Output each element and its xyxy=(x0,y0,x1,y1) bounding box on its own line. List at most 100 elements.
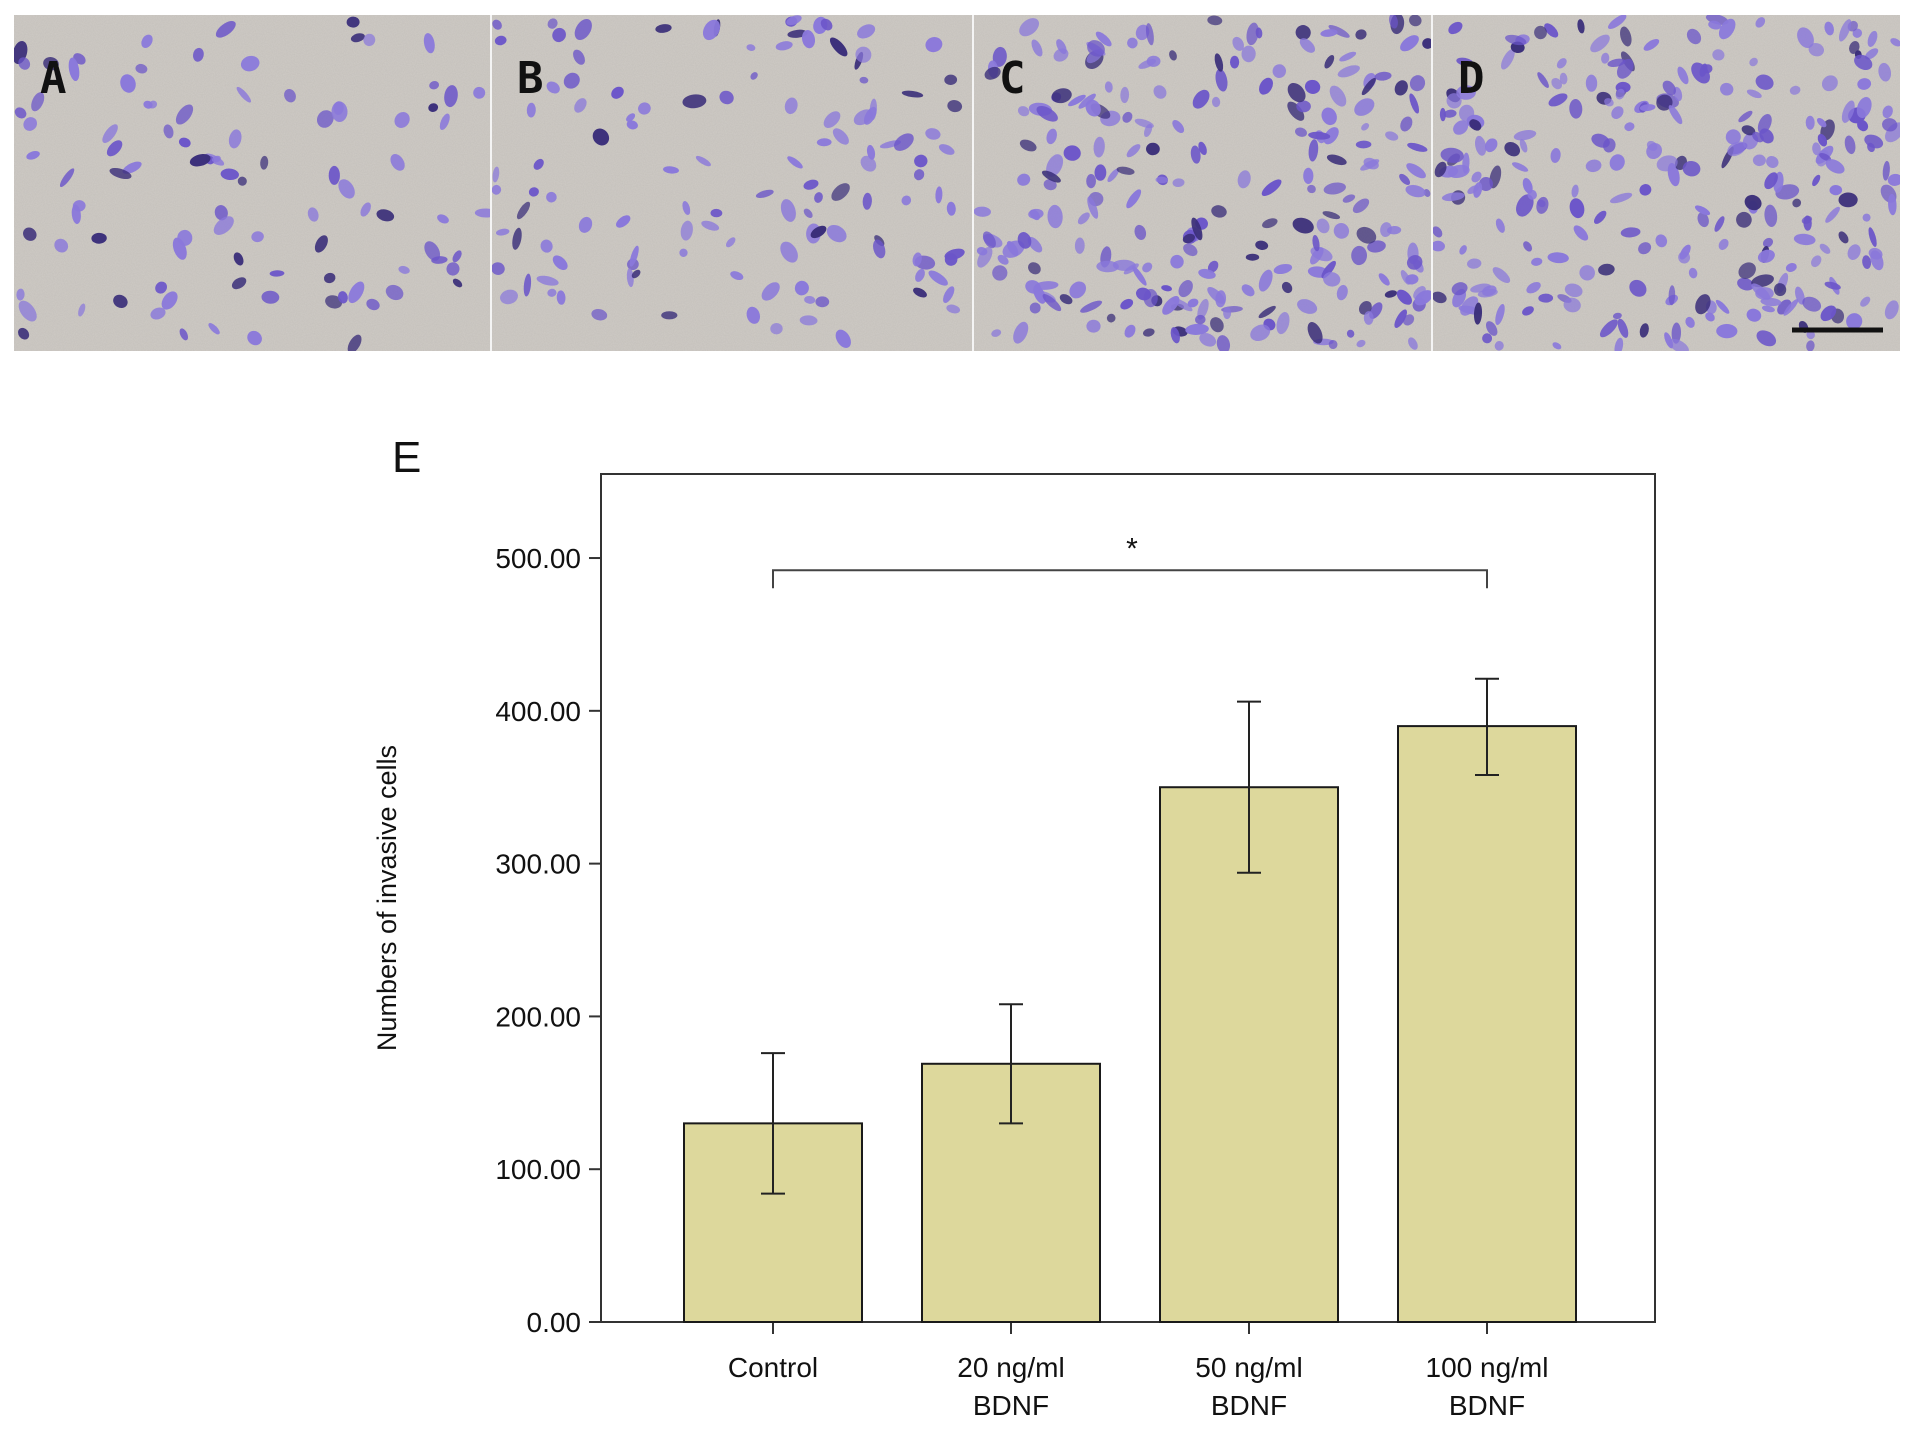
stained-cell xyxy=(347,334,362,351)
stained-cell xyxy=(1241,284,1255,297)
stained-cell xyxy=(1668,285,1676,306)
stained-cell xyxy=(859,76,869,84)
stained-cell xyxy=(1087,196,1099,219)
stained-cell xyxy=(1459,245,1467,255)
stained-cell xyxy=(944,74,958,86)
stained-cell xyxy=(1355,140,1372,149)
stained-cell xyxy=(1527,189,1537,200)
stained-cell xyxy=(1028,262,1041,275)
stained-cell xyxy=(1273,263,1293,275)
y-tick-label: 500.00 xyxy=(495,543,581,574)
x-tick-label: 50 ng/ml BDNF xyxy=(1195,1352,1302,1421)
stained-cell xyxy=(261,290,280,304)
stained-cell xyxy=(1304,79,1321,94)
stained-cell xyxy=(1363,311,1374,325)
stained-cell xyxy=(1604,98,1614,107)
stained-cell xyxy=(189,153,211,167)
stained-cell xyxy=(1443,109,1457,118)
stained-cell xyxy=(1882,105,1893,119)
stained-cell xyxy=(1456,85,1476,100)
panel-label-d: D xyxy=(1458,53,1485,104)
stained-cell xyxy=(829,37,848,57)
stained-cell xyxy=(574,98,587,113)
stained-cell xyxy=(106,140,123,157)
y-tick-label: 0.00 xyxy=(527,1307,582,1338)
stained-cell xyxy=(1878,62,1892,82)
stained-cell xyxy=(1668,338,1689,351)
stained-cell xyxy=(1544,23,1559,38)
stained-cell xyxy=(912,252,922,267)
stained-cell xyxy=(474,208,491,218)
stained-cell xyxy=(1573,225,1589,241)
stained-cell xyxy=(1862,255,1872,269)
stained-cell xyxy=(1694,205,1711,216)
stained-cell xyxy=(943,286,955,303)
stained-cell xyxy=(1612,312,1622,320)
stained-cell xyxy=(1316,218,1330,234)
stained-cell xyxy=(1656,94,1673,111)
stained-cell xyxy=(1738,262,1756,279)
stained-cell xyxy=(1473,302,1483,325)
stained-cell xyxy=(1192,89,1210,109)
stained-cell xyxy=(1170,327,1180,344)
stained-cell xyxy=(390,154,405,171)
stained-cell xyxy=(1409,15,1422,27)
stained-cell xyxy=(1817,133,1828,147)
stained-cell xyxy=(1182,233,1195,244)
stained-cell xyxy=(444,85,458,108)
stained-cell xyxy=(1063,145,1081,161)
stained-cell xyxy=(592,128,610,146)
stained-cell xyxy=(26,150,40,160)
stained-cell xyxy=(452,250,462,263)
stained-cell xyxy=(1095,31,1112,47)
stained-cell xyxy=(1708,20,1722,30)
stained-cells xyxy=(491,15,965,348)
stained-cell xyxy=(1051,88,1072,104)
stained-cell xyxy=(1516,194,1534,217)
stained-cell xyxy=(915,268,925,282)
stained-cell xyxy=(1046,128,1057,145)
stained-cell xyxy=(1031,39,1043,57)
stained-cell xyxy=(1469,119,1482,131)
stained-cell xyxy=(1356,339,1366,348)
stained-cell xyxy=(1762,237,1774,248)
stained-cell xyxy=(1198,141,1207,156)
stained-cell xyxy=(1569,99,1583,119)
stained-cell xyxy=(1563,297,1581,313)
stained-cell xyxy=(786,15,802,26)
stained-cell xyxy=(1120,86,1130,104)
stained-cell xyxy=(1232,36,1245,51)
stained-cell xyxy=(1409,93,1420,114)
stained-cell xyxy=(1737,277,1754,291)
stained-cell xyxy=(102,124,118,143)
stained-cell xyxy=(826,224,847,243)
stained-cell xyxy=(1522,306,1534,316)
stained-cell xyxy=(997,254,1009,265)
stained-cell xyxy=(1536,196,1549,214)
stained-cell xyxy=(1354,98,1375,116)
stained-cell xyxy=(91,232,107,244)
stained-cell xyxy=(1172,120,1185,133)
stained-cell xyxy=(1250,324,1271,342)
stained-cell xyxy=(247,330,262,346)
stained-cell xyxy=(1523,241,1533,252)
stained-cell xyxy=(323,272,336,284)
stained-cell xyxy=(1406,163,1426,179)
significance-line xyxy=(772,569,1488,589)
stained-cell xyxy=(78,303,86,317)
stained-cell xyxy=(913,169,925,181)
stained-cell xyxy=(1126,144,1141,158)
stained-cell xyxy=(1041,170,1061,183)
stained-cell xyxy=(1888,193,1897,216)
stained-cell xyxy=(1761,305,1775,313)
stained-cell xyxy=(925,37,943,53)
stained-cell xyxy=(1281,281,1293,294)
micrograph-panel-d: D xyxy=(1431,15,1900,351)
stained-cell xyxy=(1407,142,1428,152)
stained-cell xyxy=(1471,171,1482,183)
stained-cell xyxy=(894,133,914,151)
stained-cell xyxy=(810,225,827,239)
stained-cell xyxy=(1036,105,1058,122)
stained-cell xyxy=(1245,253,1260,261)
stained-cell xyxy=(1646,142,1662,160)
